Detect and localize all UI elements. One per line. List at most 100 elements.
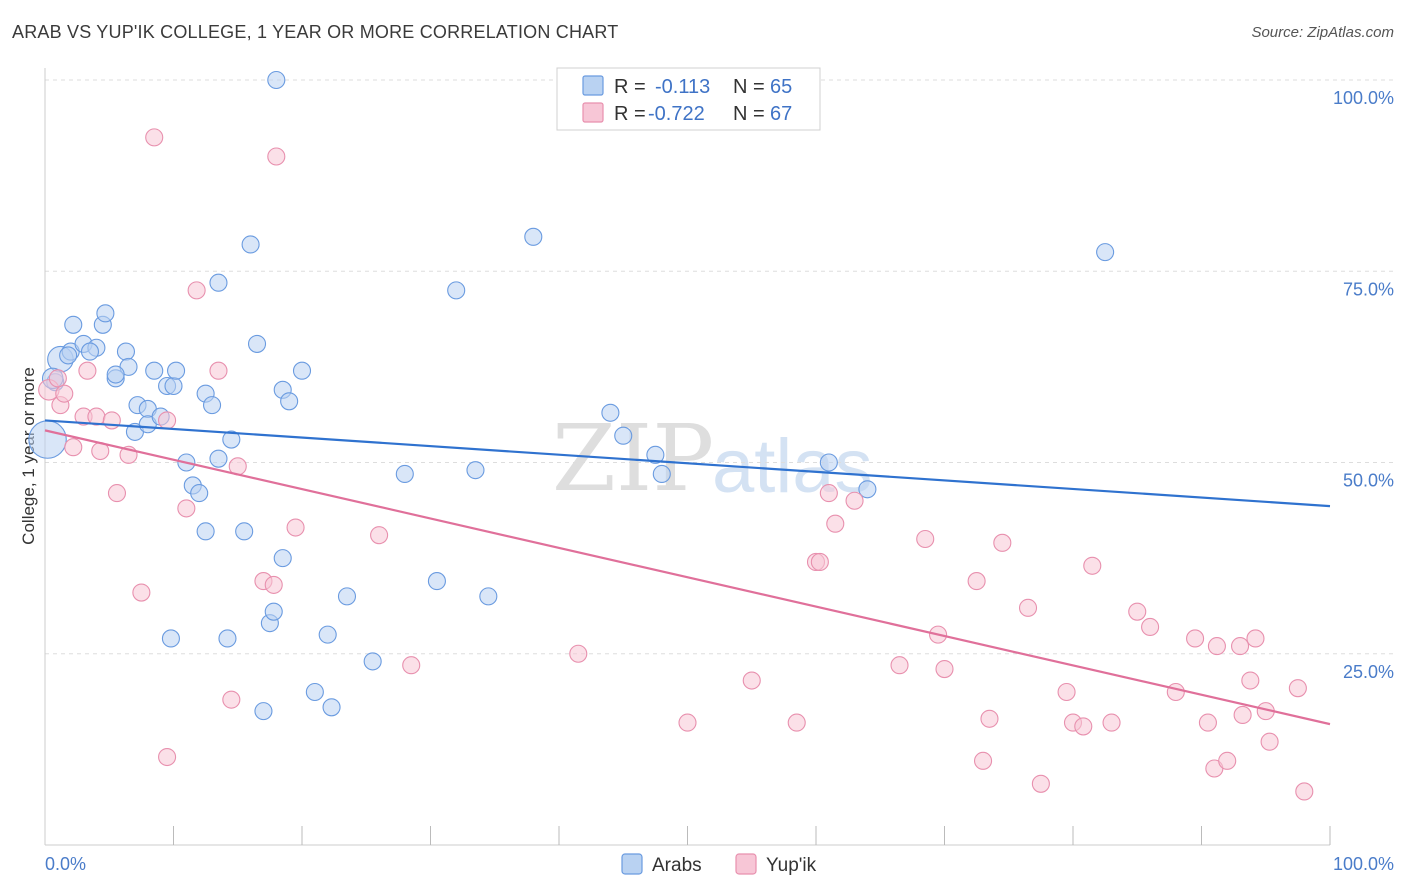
yupik-point-28 bbox=[742, 671, 761, 690]
yupik-point-35 bbox=[890, 656, 909, 675]
yupik-point-63 bbox=[1260, 732, 1279, 751]
y-tick-label-75: 75.0% bbox=[1343, 279, 1394, 299]
yupik-point-44 bbox=[1031, 774, 1050, 793]
legend-r-value-yupik: -0.722 bbox=[648, 103, 705, 125]
arab-point-37 bbox=[273, 549, 292, 568]
arab-points bbox=[28, 70, 1115, 721]
yupik-point-22 bbox=[267, 147, 286, 166]
y-tick-label-50: 50.0% bbox=[1343, 471, 1394, 491]
yupik-point-2 bbox=[55, 384, 74, 403]
source-label: Source: ZipAtlas.com bbox=[1251, 24, 1394, 41]
gridlines bbox=[45, 79, 1393, 655]
yupik-point-58 bbox=[1231, 637, 1250, 656]
yupik-point-9 bbox=[107, 484, 127, 503]
arab-point-45 bbox=[395, 464, 414, 484]
yupik-point-43 bbox=[1018, 598, 1038, 617]
arab-point-38 bbox=[280, 392, 299, 411]
yupik-point-5 bbox=[78, 361, 97, 380]
yupik-point-24 bbox=[370, 526, 389, 545]
series-legend-label-yupik: Yup'ik bbox=[766, 855, 817, 876]
arab-point-28 bbox=[209, 449, 228, 468]
yupik-point-36 bbox=[916, 529, 935, 549]
yupik-point-29 bbox=[787, 713, 806, 732]
yupik-point-61 bbox=[1246, 629, 1265, 648]
y-axis-title: College, 1 year or more bbox=[19, 367, 38, 545]
x-ticks bbox=[173, 826, 1331, 845]
arab-point-56 bbox=[858, 480, 877, 499]
yupik-point-27 bbox=[678, 713, 697, 732]
yupik-point-65 bbox=[1295, 782, 1314, 801]
yupik-point-39 bbox=[967, 572, 986, 591]
yupik-point-56 bbox=[1207, 637, 1226, 656]
series-legend-label-arabs: Arabs bbox=[652, 855, 702, 876]
arab-point-60 bbox=[161, 629, 180, 648]
arab-point-58 bbox=[267, 70, 286, 90]
arab-point-0 bbox=[28, 420, 67, 459]
arab-point-59 bbox=[106, 365, 125, 384]
yupik-point-47 bbox=[1074, 717, 1093, 736]
arab-point-39 bbox=[292, 361, 312, 380]
y-tick-label-100: 100.0% bbox=[1333, 88, 1394, 108]
legend-n-label-arabs: N = bbox=[733, 76, 765, 98]
x-tick-label-min: 0.0% bbox=[45, 854, 86, 874]
yupik-point-41 bbox=[980, 709, 999, 728]
arab-point-24 bbox=[196, 522, 215, 541]
arab-point-4 bbox=[64, 315, 83, 334]
legend-n-value-yupik: 67 bbox=[770, 103, 792, 125]
yupik-point-51 bbox=[1141, 617, 1160, 637]
yupik-trend-line bbox=[44, 429, 1331, 726]
yupik-point-32 bbox=[819, 484, 838, 503]
yupik-point-59 bbox=[1233, 705, 1252, 725]
arab-point-40 bbox=[305, 682, 324, 702]
arab-point-41 bbox=[318, 625, 337, 644]
yupik-point-45 bbox=[1057, 682, 1076, 702]
legend-swatch-yupik bbox=[582, 102, 604, 123]
yupik-point-66 bbox=[48, 369, 67, 388]
legend-swatch-arabs bbox=[582, 75, 604, 96]
arab-point-10 bbox=[116, 342, 136, 361]
yupik-point-48 bbox=[1083, 556, 1102, 575]
yupik-point-49 bbox=[1102, 713, 1121, 732]
arab-point-32 bbox=[247, 334, 267, 353]
yupik-points bbox=[38, 128, 1314, 801]
series-legend-swatch-yupik bbox=[735, 853, 757, 875]
arab-point-44 bbox=[363, 652, 382, 671]
arab-point-46 bbox=[427, 572, 446, 591]
yupik-point-34 bbox=[845, 491, 864, 510]
yupik-point-21 bbox=[264, 575, 283, 594]
y-tick-label-25: 25.0% bbox=[1343, 662, 1394, 682]
yupik-point-15 bbox=[177, 499, 196, 518]
arab-point-27 bbox=[209, 273, 228, 292]
legend-r-value-arabs: -0.113 bbox=[655, 76, 710, 98]
watermark-zip: ZIP bbox=[552, 405, 714, 512]
yupik-point-52 bbox=[1166, 682, 1185, 702]
arab-point-35 bbox=[264, 602, 283, 621]
yupik-point-53 bbox=[1186, 629, 1205, 648]
yupik-point-17 bbox=[209, 361, 228, 380]
arab-point-43 bbox=[337, 587, 357, 606]
yupik-point-40 bbox=[973, 751, 993, 770]
yupik-point-25 bbox=[402, 656, 421, 675]
arab-point-20 bbox=[167, 361, 186, 380]
legend-n-label-yupik: N = bbox=[733, 103, 765, 125]
arab-point-23 bbox=[190, 484, 209, 503]
arab-point-55 bbox=[819, 453, 838, 472]
correlation-legend: R = -0.113 N = 65 R = -0.722 N = 67 bbox=[556, 67, 821, 131]
series-legend-swatch-arabs bbox=[621, 853, 643, 875]
yupik-point-50 bbox=[1128, 602, 1147, 621]
arab-point-19 bbox=[164, 376, 183, 396]
yupik-point-12 bbox=[145, 128, 164, 147]
yupik-point-13 bbox=[158, 747, 177, 767]
x-tick-label-max: 100.0% bbox=[1333, 854, 1394, 874]
chart-title: ARAB VS YUP'IK COLLEGE, 1 YEAR OR MORE C… bbox=[12, 22, 619, 42]
yupik-point-54 bbox=[1198, 713, 1217, 732]
arab-point-42 bbox=[322, 698, 341, 717]
yupik-point-60 bbox=[1241, 671, 1260, 690]
arab-point-54 bbox=[652, 464, 671, 484]
arab-point-61 bbox=[218, 629, 237, 648]
yupik-point-57 bbox=[1218, 751, 1237, 770]
yupik-point-11 bbox=[132, 583, 151, 602]
arab-point-63 bbox=[59, 346, 78, 365]
yupik-point-64 bbox=[1288, 679, 1307, 698]
